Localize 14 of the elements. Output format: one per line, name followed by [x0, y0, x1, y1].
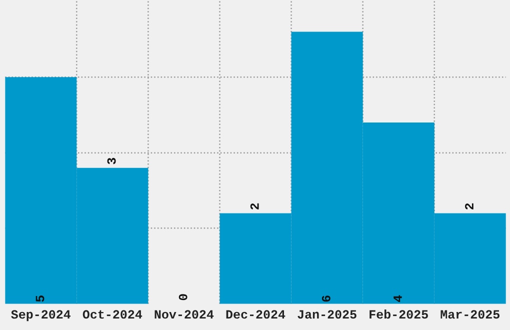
- x-tick-label: Feb-2025: [370, 309, 428, 319]
- data-label: 3: [107, 158, 116, 164]
- data-label: 0: [178, 294, 188, 300]
- data-label: 2: [250, 203, 259, 210]
- x-tick-label: Jan-2025: [298, 310, 356, 319]
- x-tick-label: Sep-2024: [11, 310, 70, 322]
- x-tick-label: Nov-2024: [154, 310, 214, 319]
- data-label: 6: [322, 296, 330, 302]
- x-tick-label: Oct-2024: [82, 310, 142, 319]
- x-tick-label: Dec-2024: [226, 310, 286, 319]
- x-tick-label: Mar-2025: [440, 310, 500, 319]
- data-label: 2: [465, 203, 474, 210]
- data-label: 5: [36, 296, 44, 302]
- data-label: 4: [394, 295, 402, 302]
